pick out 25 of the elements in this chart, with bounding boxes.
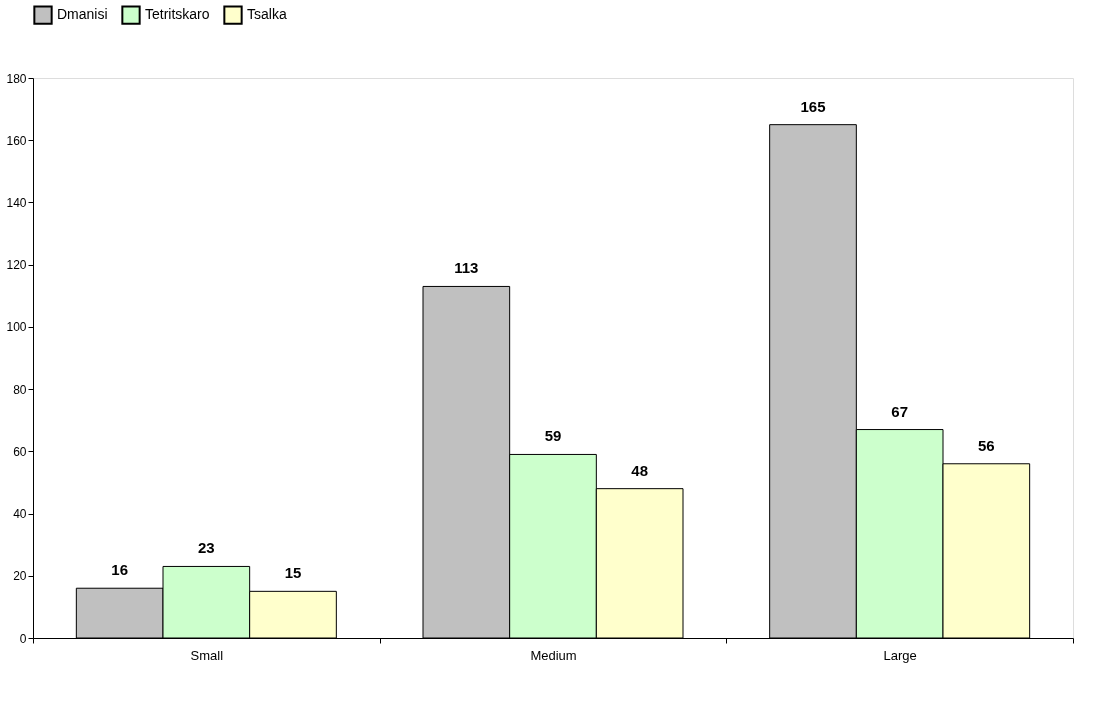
- y-tick-label: 100: [6, 320, 27, 335]
- y-tick-label: 80: [13, 382, 27, 397]
- x-tick-label: Small: [190, 647, 224, 663]
- legend-label: Tetritskaro: [145, 6, 210, 23]
- data-label: 165: [800, 97, 826, 115]
- y-tick-label: 60: [13, 444, 27, 459]
- legend-label: Tsalka: [247, 6, 287, 23]
- data-label: 67: [891, 402, 909, 420]
- x-tick-label: Large: [883, 647, 917, 663]
- data-label: 113: [454, 259, 479, 277]
- y-tick-label: 120: [6, 258, 27, 273]
- y-tick-label: 40: [13, 507, 27, 522]
- y-tick-label: 180: [6, 71, 27, 86]
- y-tick-label: 0: [19, 631, 27, 646]
- data-label: 16: [111, 561, 129, 579]
- y-tick-label: 140: [6, 195, 27, 210]
- data-label: 56: [977, 436, 995, 454]
- data-label: 59: [544, 427, 562, 445]
- y-tick-label: 20: [13, 569, 27, 584]
- data-label: 48: [631, 461, 649, 479]
- data-label: 15: [284, 564, 302, 582]
- legend-label: Dmanisi: [57, 6, 108, 23]
- data-label: 23: [197, 539, 215, 557]
- y-tick-label: 160: [6, 133, 27, 148]
- x-tick-label: Medium: [530, 647, 577, 663]
